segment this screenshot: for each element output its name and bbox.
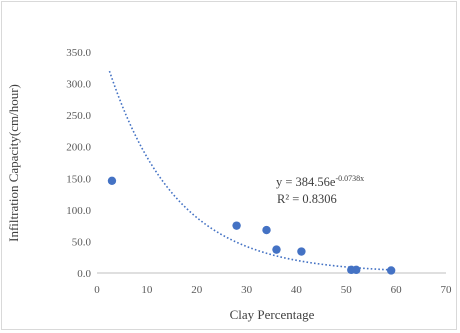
x-tick-label: 10 [141,284,153,296]
y-tick-label: 50.0 [72,236,92,248]
data-point [386,266,396,275]
chart-frame [1,1,457,330]
y-tick-label: 0.0 [77,268,91,280]
y-tick-label: 100.0 [66,205,91,217]
data-point [232,221,241,230]
x-tick-label: 40 [291,284,303,296]
y-axis-title: Infiltration Capacity(cm/hour) [6,84,21,242]
x-tick-label: 20 [191,284,203,296]
y-tick-label: 200.0 [66,142,91,154]
data-point [272,245,281,254]
y-tick-label: 150.0 [66,173,91,185]
trendline [108,70,394,271]
data-point [107,176,117,186]
x-tick-label: 60 [391,284,403,296]
data-point [262,225,271,235]
y-tick-label: 350.0 [66,47,91,59]
y-tick-label: 300.0 [66,79,91,91]
x-tick-label: 70 [441,284,453,296]
trendline-equation: y = 384.56e-0.0738x [276,174,364,189]
y-axis-ticks: 0.0 50.0 100.0 150.0 200.0 250.0 300.0 350.0 [66,47,91,280]
x-tick-label: 30 [241,284,253,296]
r-squared-label: R² = 0.8306 [277,192,337,206]
x-axis-ticks: 0 10 20 30 40 50 60 70 [94,284,452,296]
x-axis-title: Clay Percentage [230,307,315,322]
data-points [107,176,396,275]
data-point [297,247,306,256]
data-point [352,265,361,275]
x-tick-label: 0 [94,284,100,296]
x-tick-label: 50 [341,284,353,296]
y-tick-label: 250.0 [66,110,91,122]
